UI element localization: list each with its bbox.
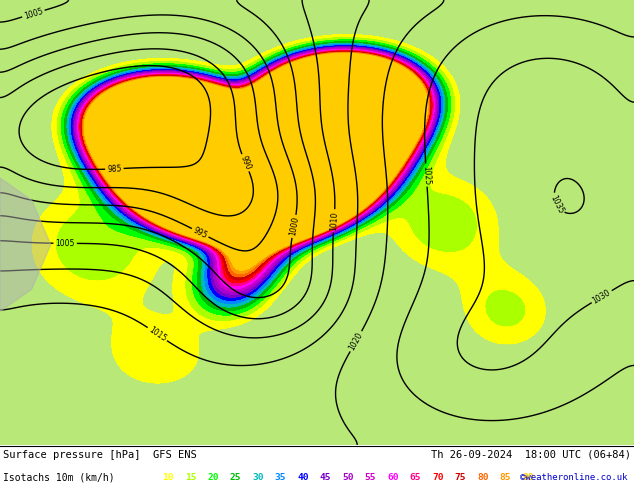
Text: 50: 50 — [342, 473, 354, 483]
Text: 25: 25 — [230, 473, 242, 483]
Text: 1015: 1015 — [147, 325, 168, 343]
Text: Th 26-09-2024  18:00 UTC (06+84): Th 26-09-2024 18:00 UTC (06+84) — [431, 450, 631, 460]
Text: 10: 10 — [162, 473, 174, 483]
Text: 990: 990 — [238, 154, 252, 171]
Text: ©weatheronline.co.uk: ©weatheronline.co.uk — [521, 473, 628, 483]
Text: 65: 65 — [410, 473, 421, 483]
Text: 70: 70 — [432, 473, 444, 483]
Text: 1000: 1000 — [288, 216, 300, 237]
Text: 55: 55 — [365, 473, 376, 483]
Text: 1030: 1030 — [591, 288, 612, 305]
Text: 90: 90 — [522, 473, 534, 483]
Text: 85: 85 — [500, 473, 511, 483]
Text: 1005: 1005 — [23, 6, 44, 21]
Text: Surface pressure [hPa]  GFS ENS: Surface pressure [hPa] GFS ENS — [3, 450, 197, 460]
Text: 35: 35 — [275, 473, 286, 483]
Text: 60: 60 — [387, 473, 399, 483]
Text: 985: 985 — [107, 164, 122, 173]
Text: Isotachs 10m (km/h): Isotachs 10m (km/h) — [3, 473, 115, 483]
Text: 15: 15 — [184, 473, 197, 483]
Text: 1005: 1005 — [55, 239, 75, 248]
Text: 995: 995 — [191, 225, 209, 240]
Text: 1020: 1020 — [347, 331, 365, 352]
Text: 30: 30 — [252, 473, 264, 483]
Polygon shape — [0, 178, 51, 312]
Text: 75: 75 — [455, 473, 466, 483]
Text: 45: 45 — [320, 473, 331, 483]
Text: 20: 20 — [207, 473, 219, 483]
Text: 1035: 1035 — [548, 194, 565, 215]
Text: 80: 80 — [477, 473, 489, 483]
Text: 40: 40 — [297, 473, 309, 483]
Text: 1010: 1010 — [329, 211, 339, 231]
Text: 1025: 1025 — [421, 165, 432, 185]
